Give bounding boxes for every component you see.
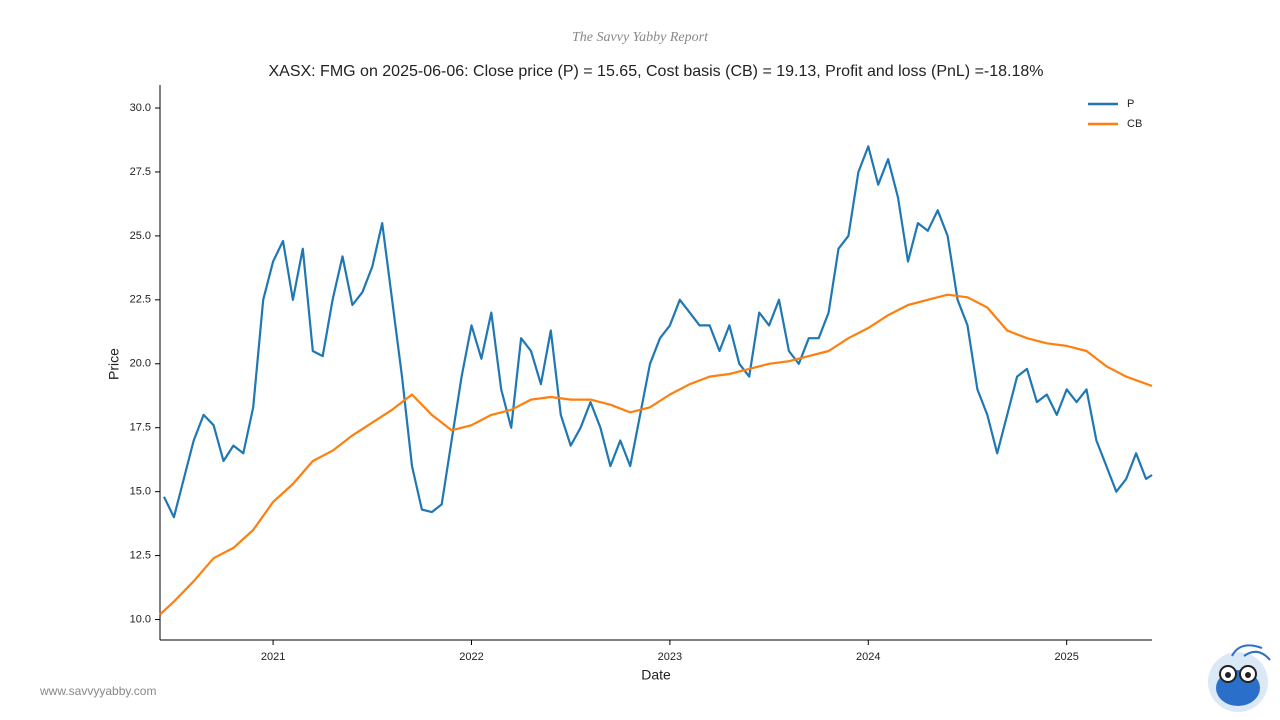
- legend-label: P: [1127, 98, 1134, 110]
- y-tick-label: 22.5: [130, 294, 151, 306]
- x-tick-label: 2023: [658, 651, 682, 663]
- logo: [1208, 644, 1271, 712]
- chart-title: XASX: FMG on 2025-06-06: Close price (P)…: [268, 63, 1043, 80]
- y-tick-label: 25.0: [130, 230, 151, 242]
- header: The Savvy Yabby Report: [572, 30, 709, 45]
- x-tick-label: 2024: [856, 651, 880, 663]
- footer: www.savvyyabby.com: [39, 684, 156, 698]
- x-tick-label: 2021: [261, 651, 285, 663]
- y-tick-label: 17.5: [130, 422, 151, 434]
- y-tick-label: 10.0: [130, 613, 151, 625]
- x-tick-label: 2025: [1054, 651, 1078, 663]
- line-series: [159, 293, 1153, 616]
- legend-label: CB: [1127, 118, 1142, 130]
- x-tick-label: 2022: [459, 651, 483, 663]
- y-tick-label: 12.5: [130, 550, 151, 562]
- y-tick-label: 20.0: [130, 358, 151, 370]
- y-tick-label: 27.5: [130, 166, 151, 178]
- y-tick-label: 15.0: [130, 486, 151, 498]
- line-series: [163, 145, 1153, 519]
- x-axis-label: Date: [641, 667, 671, 683]
- y-tick-label: 30.0: [130, 102, 151, 114]
- y-axis-label: Price: [106, 348, 122, 380]
